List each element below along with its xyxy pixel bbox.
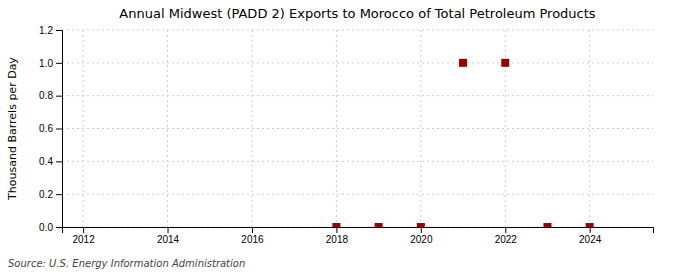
y-tick-label: 0.4 <box>39 156 53 167</box>
point <box>586 223 594 227</box>
y-tick-label: 0.2 <box>39 189 53 200</box>
x-tick-label: 2012 <box>72 234 95 245</box>
point <box>375 223 383 227</box>
x-tick: 2018 <box>326 227 349 245</box>
x-tick: 2022 <box>495 227 518 245</box>
point <box>459 59 467 67</box>
y-tick-mark <box>56 161 62 162</box>
y-tick: 0.2 <box>39 189 62 200</box>
point <box>543 223 551 227</box>
x-tick-label: 2024 <box>579 234 602 245</box>
x-tick-label: 2020 <box>410 234 433 245</box>
x-tick: 2014 <box>157 227 180 245</box>
x-tick-label: 2016 <box>241 234 264 245</box>
chart-svg: 2012 2014 2016 2018 2020 2022 2024 0.0 0.2 0.4 0.6… <box>0 0 675 275</box>
x-tick: 2012 <box>72 227 95 245</box>
y-tick-label: 0.0 <box>39 222 53 233</box>
point <box>501 59 509 67</box>
title: Annual Midwest (PADD 2) Exports to Moroc… <box>119 6 595 21</box>
x-tick-mark <box>505 227 506 233</box>
y-tick-mark <box>56 227 62 228</box>
y-grid-line <box>62 161 653 162</box>
y-grid-line <box>62 62 653 63</box>
y-tick-label: 1.2 <box>39 25 53 36</box>
x-tick-label: 2014 <box>157 234 180 245</box>
x-tick: 2016 <box>241 227 264 245</box>
point <box>332 223 340 227</box>
y-grid-line <box>62 95 653 96</box>
source-note: Source: U.S. Energy Information Administ… <box>8 258 245 269</box>
y-tick-mark <box>56 129 62 130</box>
y-tick: 0.0 <box>39 222 62 233</box>
y-tick: 1.2 <box>39 25 62 36</box>
x-tick-mark <box>590 227 591 233</box>
x-tick-mark <box>336 227 337 233</box>
y-axis-label: Thousand Barrels per Day <box>6 57 19 201</box>
y-tick: 0.6 <box>39 123 62 134</box>
y-tick-mark <box>56 63 62 64</box>
x-axis: 2012 2014 2016 2018 2020 2022 2024 <box>63 227 654 245</box>
y-tick: 0.4 <box>39 156 62 167</box>
chart-container: 2012 2014 2016 2018 2020 2022 2024 0.0 0.2 0.4 0.6… <box>0 0 675 275</box>
x-axis-line <box>63 228 654 234</box>
x-tick: 2020 <box>410 227 433 245</box>
x-tick-mark <box>83 227 84 233</box>
y-tick-label: 0.6 <box>39 123 53 134</box>
points <box>332 59 593 227</box>
y-grid-line <box>62 30 653 31</box>
grid <box>62 30 653 227</box>
y-tick-label: 0.8 <box>39 90 53 101</box>
x-tick: 2024 <box>579 227 602 245</box>
y-axis: 0.0 0.2 0.4 0.6 0.8 1.0 1.2 <box>39 25 62 233</box>
plot: 2012 2014 2016 2018 2020 2022 2024 0.0 0.2 0.4 0.6… <box>39 25 653 245</box>
y-tick: 0.8 <box>39 90 62 101</box>
y-tick-mark <box>56 30 62 31</box>
x-tick-label: 2018 <box>326 234 349 245</box>
y-axis-line <box>56 31 63 228</box>
y-tick-label: 1.0 <box>39 58 53 69</box>
point <box>417 223 425 227</box>
y-tick: 1.0 <box>39 58 62 69</box>
x-tick-mark <box>252 227 253 233</box>
y-grid-line <box>62 194 653 195</box>
y-grid-line <box>62 128 653 129</box>
y-tick-mark <box>56 194 62 195</box>
y-tick-mark <box>56 96 62 97</box>
x-grid-line <box>589 30 590 227</box>
x-tick-mark <box>421 227 422 233</box>
x-grid-line <box>420 30 421 227</box>
x-tick-label: 2022 <box>495 234 518 245</box>
x-tick-mark <box>168 227 169 233</box>
x-grid-line <box>336 30 337 227</box>
